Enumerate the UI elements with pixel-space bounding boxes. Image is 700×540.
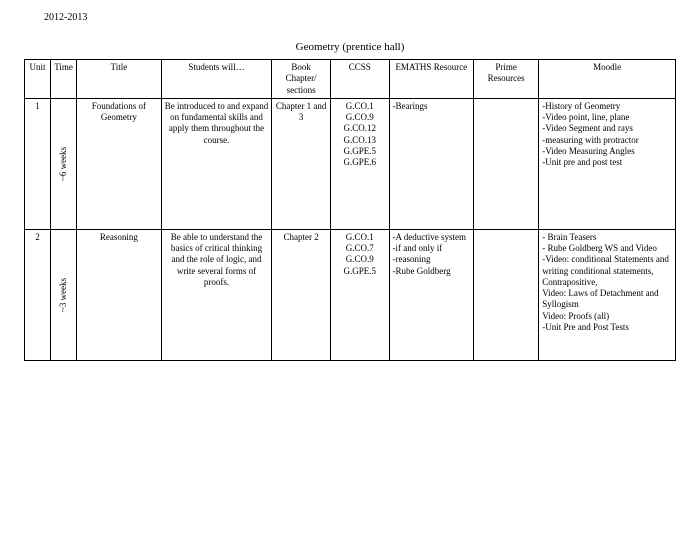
col-emaths: EMATHS Resource (389, 60, 474, 99)
col-unit: Unit (25, 60, 51, 99)
cell-prime (474, 229, 539, 360)
cell-title: Foundations of Geometry (77, 98, 162, 229)
curriculum-table: Unit Time Title Students will… Book Chap… (24, 59, 676, 361)
page-title: Geometry (prentice hall) (24, 41, 676, 53)
time-vertical-label: ~3 weeks (51, 230, 76, 360)
time-vertical-label: ~6 weeks (51, 99, 76, 229)
cell-students-will: Be able to understand the basics of crit… (161, 229, 272, 360)
cell-title: Reasoning (77, 229, 162, 360)
col-students-will: Students will… (161, 60, 272, 99)
cell-time: ~3 weeks (51, 229, 77, 360)
cell-time: ~6 weeks (51, 98, 77, 229)
cell-moodle: - Brain Teasers- Rube Goldberg WS and Vi… (539, 229, 676, 360)
cell-book: Chapter 1 and 3 (272, 98, 331, 229)
cell-students-will: Be introduced to and expand on fundament… (161, 98, 272, 229)
table-row: 1 ~6 weeks Foundations of Geometry Be in… (25, 98, 676, 229)
table-header-row: Unit Time Title Students will… Book Chap… (25, 60, 676, 99)
cell-ccss: G.CO.1G.CO.7G.CO.9G.GPE.5 (330, 229, 389, 360)
col-time: Time (51, 60, 77, 99)
col-prime: Prime Resources (474, 60, 539, 99)
cell-prime (474, 98, 539, 229)
cell-emaths: -Bearings (389, 98, 474, 229)
table-row: 2 ~3 weeks Reasoning Be able to understa… (25, 229, 676, 360)
cell-emaths: -A deductive system-if and only if-reaso… (389, 229, 474, 360)
col-moodle: Moodle (539, 60, 676, 99)
year-label: 2012-2013 (44, 12, 676, 23)
cell-unit: 1 (25, 98, 51, 229)
cell-book: Chapter 2 (272, 229, 331, 360)
cell-ccss: G.CO.1G.CO.9G.CO.12G.CO.13G.GPE.5G.GPE.6 (330, 98, 389, 229)
col-title: Title (77, 60, 162, 99)
cell-unit: 2 (25, 229, 51, 360)
col-ccss: CCSS (330, 60, 389, 99)
col-book: Book Chapter/ sections (272, 60, 331, 99)
cell-moodle: -History of Geometry-Video point, line, … (539, 98, 676, 229)
